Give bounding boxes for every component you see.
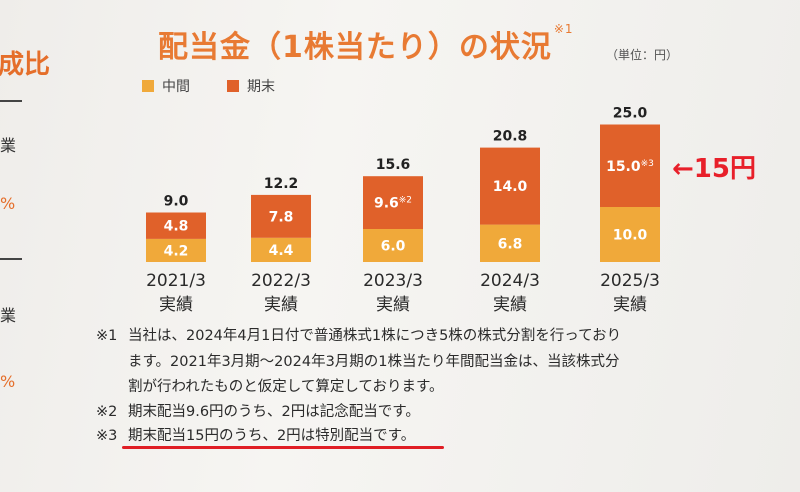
side-rule-top (0, 100, 22, 102)
segment-label-year-end-2021: 4.8 (164, 219, 189, 235)
bar-segment-interim-2024 (480, 224, 540, 262)
bar-segment-year-end-2025 (600, 124, 660, 207)
chart-title-note-mark: ※1 (553, 22, 574, 36)
category-label-2025: 2025/3 (600, 271, 660, 291)
category-label-2021: 2021/3 (146, 271, 206, 291)
legend-label-interim: 中間 (162, 79, 190, 95)
bar-segment-interim-2023 (363, 229, 423, 262)
category-label-2023: 2023/3 (363, 271, 423, 291)
side-heading-fragment: 成比 (0, 50, 51, 80)
side-row2-fragment: 業 (0, 306, 17, 325)
note-2-mark: ※2 (96, 404, 118, 420)
dividend-bar-chart: 4.24.89.02021/3実績4.47.812.22022/3実績6.09.… (146, 106, 660, 315)
side-pct2-fragment: % (0, 372, 16, 391)
segment-label-interim-2024: 6.8 (498, 236, 523, 252)
handwritten-annotation: ←15円 (672, 154, 756, 184)
note-1-mark: ※1 (96, 328, 118, 344)
total-label-2022: 12.2 (264, 176, 299, 192)
note-1: ※1 当社は、2024年4月1日付で普通株式1株につき5株の株式分割を行っており (96, 324, 621, 345)
note-3-mark: ※3 (96, 428, 118, 444)
category-sublabel-2023: 実績 (376, 295, 410, 315)
bar-segment-interim-2022 (251, 237, 311, 262)
legend-item-interim: 中間 (142, 76, 190, 96)
segment-label-year-end-2024: 14.0 (493, 179, 528, 195)
note-2-text: 期末配当9.6円のうち、2円は記念配当です。 (128, 404, 420, 420)
segment-label-interim-2025: 10.0 (613, 228, 648, 244)
side-row1-fragment: 業 (0, 136, 17, 155)
total-label-2024: 20.8 (493, 129, 528, 145)
total-label-2021: 9.0 (164, 194, 189, 210)
chart-title: 配当金（1株当たり）の状況※1 (158, 22, 574, 66)
legend-item-year-end: 期末 (227, 76, 275, 96)
category-label-2024: 2024/3 (480, 271, 540, 291)
note-1-line-2: ます。2021年3月期～2024年3月期の1株当たり年間配当金は、当該株式分 (128, 354, 620, 370)
segment-label-interim-2021: 4.2 (164, 243, 189, 259)
category-sublabel-2025: 実績 (613, 295, 647, 315)
legend-label-year-end: 期末 (247, 79, 275, 95)
total-label-2025: 25.0 (613, 106, 648, 122)
segment-label-interim-2022: 4.4 (269, 243, 294, 259)
segment-note-mark-2023: ※2 (399, 196, 412, 206)
legend-swatch-year-end (227, 80, 239, 92)
bar-segment-year-end-2024 (480, 147, 540, 225)
bar-segment-interim-2021 (146, 238, 206, 262)
segment-label-year-end-2022: 7.8 (269, 209, 294, 225)
segment-note-mark-2025: ※3 (641, 159, 654, 169)
total-label-2023: 15.6 (376, 157, 411, 173)
unit-label: （単位：円） (606, 48, 679, 62)
bar-segment-interim-2025 (600, 207, 660, 262)
bar-segment-year-end-2022 (251, 194, 311, 238)
category-label-2022: 2022/3 (251, 271, 311, 291)
side-rule-mid (0, 258, 22, 260)
segment-label-interim-2023: 6.0 (381, 239, 406, 255)
bar-segment-year-end-2021 (146, 212, 206, 239)
bar-segment-year-end-2023 (363, 176, 423, 229)
note-1-line-3: 割が行われたものと仮定して算定しております。 (128, 379, 444, 395)
category-sublabel-2022: 実績 (264, 295, 298, 315)
note-1-text: 当社は、2024年4月1日付で普通株式1株につき5株の株式分割を行っており (128, 328, 622, 344)
legend-swatch-interim (142, 80, 154, 92)
category-sublabel-2021: 実績 (159, 295, 193, 315)
side-pct1-fragment: % (0, 194, 16, 213)
chart-title-text: 配当金（1株当たり）の状況 (158, 30, 552, 65)
note-3-text: 期末配当15円のうち、2円は特別配当です。 (128, 428, 416, 444)
note-2: ※2 期末配当9.6円のうち、2円は記念配当です。 (96, 400, 420, 421)
red-underline (122, 446, 444, 449)
category-sublabel-2024: 実績 (493, 295, 527, 315)
note-3: ※3 期末配当15円のうち、2円は特別配当です。 (96, 424, 415, 445)
